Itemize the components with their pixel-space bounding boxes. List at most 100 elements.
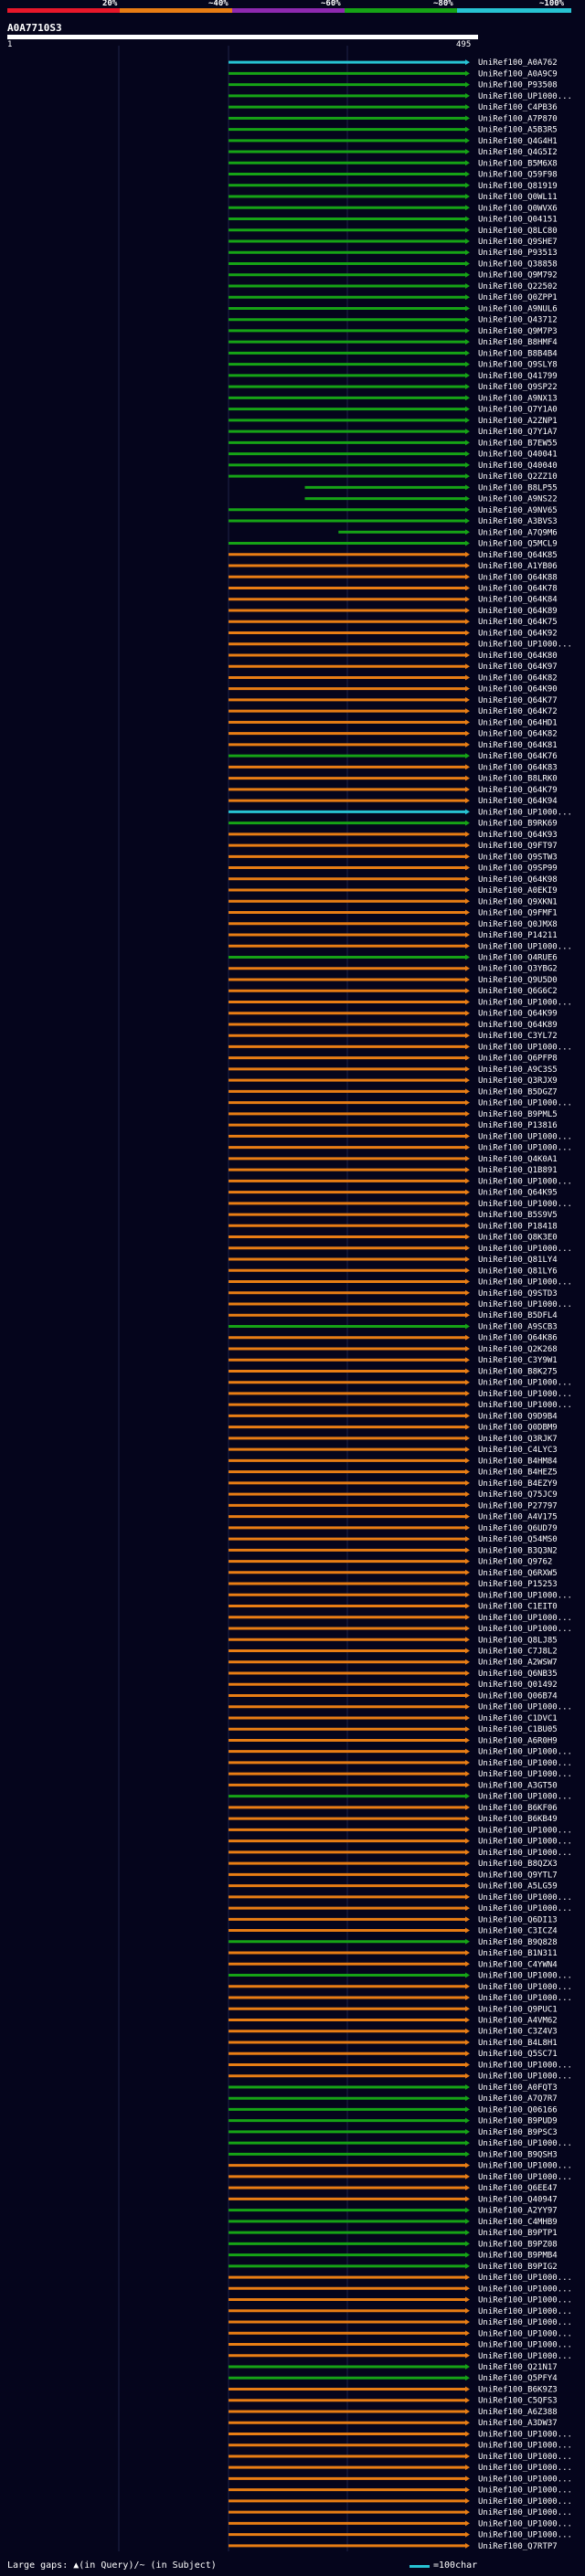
hit-row[interactable]: UniRef100_UP1000... [229, 2531, 572, 2540]
hit-row[interactable]: UniRef100_B9PSC3 [229, 2128, 558, 2137]
hit-label[interactable]: UniRef100_B1N311 [478, 1949, 558, 1958]
hit-row[interactable]: UniRef100_Q0WVX6 [229, 204, 558, 213]
hit-row[interactable]: UniRef100_A0FQT3 [229, 2083, 558, 2093]
hit-row[interactable]: UniRef100_UP1000... [229, 2464, 572, 2473]
hit-label[interactable]: UniRef100_UP1000... [478, 2173, 572, 2182]
hit-label[interactable]: UniRef100_A0A9C9 [478, 69, 558, 79]
hit-label[interactable]: UniRef100_A9C3S5 [478, 1065, 558, 1075]
hit-row[interactable]: UniRef100_Q8LC80 [229, 227, 558, 236]
hit-row[interactable]: UniRef100_P18418 [229, 1222, 558, 1231]
hit-row[interactable]: UniRef100_B8K275 [229, 1367, 558, 1376]
hit-row[interactable]: UniRef100_B6KF06 [229, 1804, 558, 1813]
hit-label[interactable]: UniRef100_UP1000... [478, 2341, 572, 2350]
hit-row[interactable]: UniRef100_Q81LY6 [229, 1267, 558, 1276]
hit-label[interactable]: UniRef100_B6KF06 [478, 1804, 558, 1813]
hit-label[interactable]: UniRef100_Q59F98 [478, 171, 558, 180]
hit-label[interactable]: UniRef100_C3Z4V3 [478, 2028, 558, 2037]
hit-label[interactable]: UniRef100_Q6EE47 [478, 2184, 558, 2193]
hit-label[interactable]: UniRef100_B9Q828 [478, 1938, 558, 1947]
hit-label[interactable]: UniRef100_Q64K72 [478, 707, 558, 716]
hit-label[interactable]: UniRef100_Q40041 [478, 451, 558, 460]
hit-label[interactable]: UniRef100_Q7Y1A0 [478, 406, 558, 415]
hit-row[interactable]: UniRef100_A7Q9M6 [338, 528, 558, 537]
hit-label[interactable]: UniRef100_Q5MCL9 [478, 540, 558, 549]
hit-row[interactable]: UniRef100_Q9YTL7 [229, 1871, 558, 1880]
hit-label[interactable]: UniRef100_UP1000... [478, 1132, 572, 1141]
hit-row[interactable]: UniRef100_B5M6X8 [229, 159, 558, 168]
hit-row[interactable]: UniRef100_Q64K76 [229, 752, 558, 761]
hit-label[interactable]: UniRef100_C4PB36 [478, 103, 558, 112]
hit-label[interactable]: UniRef100_A9NV65 [478, 506, 558, 515]
hit-label[interactable]: UniRef100_A0FQT3 [478, 2083, 558, 2093]
hit-row[interactable]: UniRef100_UP1000... [229, 2430, 572, 2439]
hit-label[interactable]: UniRef100_UP1000... [478, 641, 572, 650]
hit-label[interactable]: UniRef100_Q9FT97 [478, 842, 558, 851]
hit-label[interactable]: UniRef100_B4HEZ5 [478, 1468, 558, 1478]
hit-label[interactable]: UniRef100_Q81LY6 [478, 1267, 558, 1276]
hit-row[interactable]: UniRef100_Q38858 [229, 260, 558, 269]
hit-label[interactable]: UniRef100_C4LYC3 [478, 1446, 558, 1455]
hit-row[interactable]: UniRef100_UP1000... [229, 2497, 572, 2507]
hit-label[interactable]: UniRef100_UP1000... [478, 1278, 572, 1288]
hit-label[interactable]: UniRef100_Q64K79 [478, 786, 558, 795]
hit-label[interactable]: UniRef100_Q64K95 [478, 1189, 558, 1198]
hit-row[interactable]: UniRef100_C3Z4V3 [229, 2028, 558, 2037]
hit-row[interactable]: UniRef100_Q64K80 [229, 652, 558, 661]
hit-row[interactable]: UniRef100_UP1000... [229, 2274, 572, 2283]
hit-row[interactable]: UniRef100_Q3RJX9 [229, 1076, 558, 1086]
hit-label[interactable]: UniRef100_C3YL72 [478, 1032, 558, 1041]
hit-row[interactable]: UniRef100_Q64K97 [229, 663, 558, 672]
hit-label[interactable]: UniRef100_UP1000... [478, 1144, 572, 1153]
hit-label[interactable]: UniRef100_Q06166 [478, 2105, 558, 2115]
hit-label[interactable]: UniRef100_B9PTP1 [478, 2229, 558, 2238]
hit-row[interactable]: UniRef100_A2ZNP1 [229, 417, 558, 426]
hit-label[interactable]: UniRef100_A4VM62 [478, 2016, 558, 2025]
hit-row[interactable]: UniRef100_Q81LY4 [229, 1256, 558, 1265]
hit-row[interactable]: UniRef100_Q0WL11 [229, 193, 558, 202]
hit-row[interactable]: UniRef100_C5QFS3 [229, 2397, 558, 2406]
hit-label[interactable]: UniRef100_B9PSC3 [478, 2128, 558, 2137]
hit-label[interactable]: UniRef100_Q64K98 [478, 875, 558, 885]
hit-row[interactable]: UniRef100_Q64K89 [229, 607, 558, 616]
hit-label[interactable]: UniRef100_UP1000... [478, 942, 572, 951]
hit-label[interactable]: UniRef100_Q7RTP7 [478, 2542, 558, 2551]
hit-label[interactable]: UniRef100_Q04151 [478, 216, 558, 225]
hit-row[interactable]: UniRef100_Q64K84 [229, 596, 558, 605]
hit-row[interactable]: UniRef100_Q64K79 [229, 786, 558, 795]
hit-row[interactable]: UniRef100_A4VM62 [229, 2016, 558, 2025]
hit-label[interactable]: UniRef100_Q9SLY8 [478, 361, 558, 370]
hit-label[interactable]: UniRef100_UP1000... [478, 2508, 572, 2518]
hit-label[interactable]: UniRef100_A2ZNP1 [478, 417, 558, 426]
hit-row[interactable]: UniRef100_Q64K86 [229, 1334, 558, 1343]
hit-row[interactable]: UniRef100_Q64K92 [229, 629, 558, 638]
hit-row[interactable]: UniRef100_UP1000... [229, 92, 572, 101]
hit-label[interactable]: UniRef100_B9RK69 [478, 820, 558, 829]
hit-label[interactable]: UniRef100_Q64K83 [478, 763, 558, 772]
hit-label[interactable]: UniRef100_UP1000... [478, 2329, 572, 2338]
hit-row[interactable]: UniRef100_UP1000... [229, 2508, 572, 2518]
hit-row[interactable]: UniRef100_B9QSH3 [229, 2150, 558, 2159]
hit-row[interactable]: UniRef100_Q64K77 [229, 696, 558, 705]
hit-row[interactable]: UniRef100_Q64K90 [229, 685, 558, 694]
hit-label[interactable]: UniRef100_Q64K78 [478, 585, 558, 594]
hit-label[interactable]: UniRef100_A3DW37 [478, 2419, 558, 2428]
hit-label[interactable]: UniRef100_Q9762 [478, 1558, 552, 1567]
hit-row[interactable]: UniRef100_UP1000... [229, 1245, 572, 1254]
hit-label[interactable]: UniRef100_Q0WVX6 [478, 204, 558, 213]
hit-label[interactable]: UniRef100_A2YY97 [478, 2207, 558, 2216]
hit-label[interactable]: UniRef100_UP1000... [478, 2061, 572, 2070]
hit-row[interactable]: UniRef100_A7P870 [229, 114, 558, 123]
hit-row[interactable]: UniRef100_B9PML5 [229, 1110, 558, 1119]
hit-label[interactable]: UniRef100_UP1000... [478, 2464, 572, 2473]
hit-label[interactable]: UniRef100_P18418 [478, 1222, 558, 1231]
hit-label[interactable]: UniRef100_P93508 [478, 81, 558, 90]
hit-label[interactable]: UniRef100_B4EZY9 [478, 1479, 558, 1489]
hit-row[interactable]: UniRef100_C1DVC1 [229, 1714, 558, 1723]
hit-row[interactable]: UniRef100_Q64K81 [229, 741, 558, 750]
hit-row[interactable]: UniRef100_Q22502 [229, 282, 558, 292]
hit-label[interactable]: UniRef100_Q0DBM9 [478, 1424, 558, 1433]
hit-row[interactable]: UniRef100_Q9SP22 [229, 383, 558, 392]
hit-label[interactable]: UniRef100_Q64K81 [478, 741, 558, 750]
hit-row[interactable]: UniRef100_UP1000... [229, 1748, 572, 1757]
hit-label[interactable]: UniRef100_Q6UD79 [478, 1524, 558, 1533]
